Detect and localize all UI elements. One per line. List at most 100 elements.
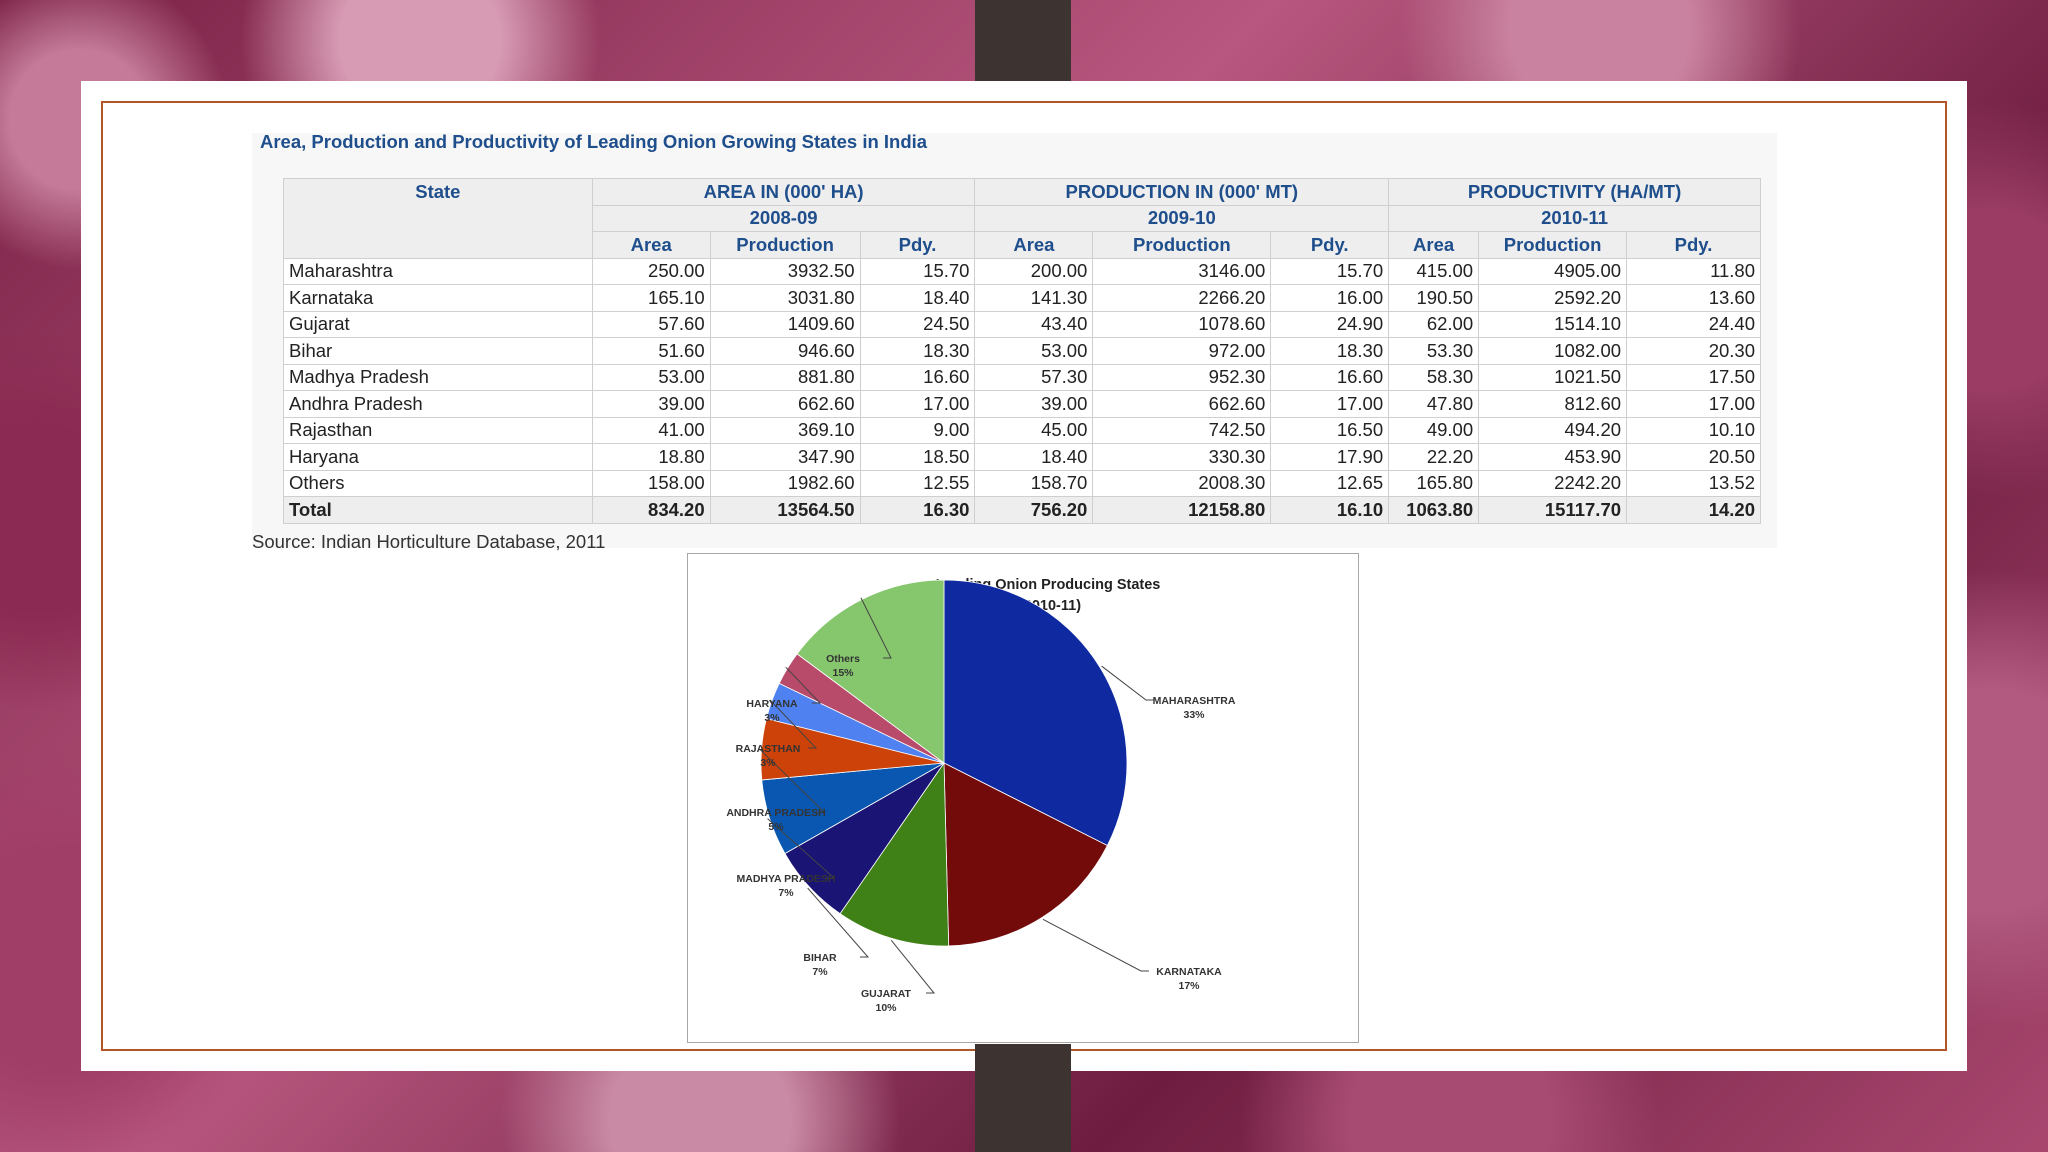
cell-state: Others (283, 469, 593, 497)
cell-value: 18.30 (1270, 337, 1390, 365)
cell-value: 1514.10 (1478, 310, 1628, 338)
table-row: Rajasthan 41.00 369.10 9.00 45.00 742.50 16.50… (283, 416, 1761, 444)
pie-chart: Leading Onion Producing States ( 2010-11… (687, 553, 1359, 1043)
cell-value: 16.60 (859, 363, 976, 391)
cell-value: 158.00 (591, 469, 711, 497)
cell-value: 16.10 (1270, 496, 1390, 524)
cell-value: 494.20 (1478, 416, 1628, 444)
pie-slice-gujarat (839, 761, 950, 947)
cell-value: 1063.80 (1388, 496, 1480, 524)
leader-line (1042, 918, 1149, 972)
cell-value: 4905.00 (1478, 257, 1628, 285)
cell-value: 190.50 (1388, 284, 1480, 312)
cell-value: 3031.80 (709, 284, 861, 312)
pie-slice-maharashtra (943, 579, 1128, 847)
cell-value: 834.20 (591, 496, 711, 524)
table-row: Bihar 51.60 946.60 18.30 53.00 972.00 18.30 53.… (283, 337, 1761, 365)
cell-value: 49.00 (1388, 416, 1480, 444)
slice-label: MADHYA PRADESH (737, 873, 836, 885)
slice-label: HARYANA (746, 698, 798, 710)
cell-value: 14.20 (1626, 496, 1761, 524)
pie-slice-karnataka (943, 762, 1108, 947)
leader-line (890, 940, 936, 994)
cell-value: 453.90 (1478, 443, 1628, 471)
cell-value: 881.80 (709, 363, 861, 391)
slice-percent: 15% (832, 667, 854, 679)
cell-value: 2266.20 (1092, 284, 1272, 312)
header-sub-production: Production (709, 231, 861, 259)
cell-value: 20.50 (1626, 443, 1761, 471)
cell-value: 11.80 (1626, 257, 1761, 285)
table-body: Maharashtra 250.00 3932.50 15.70 200.00 3146.… (283, 257, 1761, 524)
cell-value: 18.40 (859, 284, 976, 312)
cell-value: 45.00 (974, 416, 1094, 444)
table-row: Others 158.00 1982.60 12.55 158.70 2008.30 12.… (283, 469, 1761, 497)
cell-value: 62.00 (1388, 310, 1480, 338)
leader-line (759, 748, 826, 813)
slice-percent: 33% (1183, 709, 1205, 721)
header-sub-production: Production (1478, 231, 1628, 259)
table-title: Area, Production and Productivity of Lea… (260, 131, 928, 152)
cell-value: 1078.60 (1092, 310, 1272, 338)
cell-value: 17.00 (1270, 390, 1390, 418)
slice-label: MAHARASHTRA (1153, 695, 1236, 707)
slice-percent: 3% (764, 712, 780, 724)
cell-value: 53.00 (591, 363, 711, 391)
cell-value: 43.40 (974, 310, 1094, 338)
leader-line (1101, 665, 1154, 701)
header-year: 2010-11 (1388, 204, 1761, 232)
header-group-production: PRODUCTION IN (000' MT) (974, 178, 1390, 206)
cell-value: 13.60 (1626, 284, 1761, 312)
pie-chart-svg: Leading Onion Producing States ( 2010-11… (726, 577, 1236, 1014)
cell-value: 53.00 (974, 337, 1094, 365)
header-sub-production: Production (1092, 231, 1272, 259)
cell-value: 3146.00 (1092, 257, 1272, 285)
cell-value: 13564.50 (709, 496, 861, 524)
cell-value: 24.50 (859, 310, 976, 338)
header-year: 2008-09 (591, 204, 976, 232)
header-sub-pdy: Pdy. (1270, 231, 1390, 259)
cell-value: 17.50 (1626, 363, 1761, 391)
cell-value: 47.80 (1388, 390, 1480, 418)
cell-value: 12.55 (859, 469, 976, 497)
cell-value: 165.10 (591, 284, 711, 312)
cell-value: 18.40 (974, 443, 1094, 471)
cell-value: 972.00 (1092, 337, 1272, 365)
cell-state: Madhya Pradesh (283, 363, 593, 391)
slice-label: RAJASTHAN (736, 743, 801, 755)
table-row: Gujarat 57.60 1409.60 24.50 43.40 1078.60 24.9… (283, 310, 1761, 338)
cell-value: 57.60 (591, 310, 711, 338)
header-sub-area: Area (1388, 231, 1480, 259)
cell-value: 22.20 (1388, 443, 1480, 471)
cell-value: 16.50 (1270, 416, 1390, 444)
cell-value: 2242.20 (1478, 469, 1628, 497)
slice-label: Others (826, 653, 860, 665)
cell-value: 39.00 (591, 390, 711, 418)
cell-value: 18.50 (859, 443, 976, 471)
cell-state: Karnataka (283, 284, 593, 312)
cell-value: 250.00 (591, 257, 711, 285)
cell-state: Haryana (283, 443, 593, 471)
header-group-area: AREA IN (000' HA) (591, 178, 976, 206)
cell-value: 165.80 (1388, 469, 1480, 497)
cell-value: 18.80 (591, 443, 711, 471)
cell-value: 57.30 (974, 363, 1094, 391)
cell-state: Maharashtra (283, 257, 593, 285)
cell-state: Gujarat (283, 310, 593, 338)
cell-value: 369.10 (709, 416, 861, 444)
cell-value: 2592.20 (1478, 284, 1628, 312)
header-year: 2009-10 (974, 204, 1390, 232)
header-sub-area: Area (974, 231, 1094, 259)
cell-value: 415.00 (1388, 257, 1480, 285)
slice-label: KARNATAKA (1156, 966, 1222, 978)
cell-value: 39.00 (974, 390, 1094, 418)
cell-value: 158.70 (974, 469, 1094, 497)
cell-value: 15117.70 (1478, 496, 1628, 524)
cell-value: 3932.50 (709, 257, 861, 285)
cell-value: 24.90 (1270, 310, 1390, 338)
source-note: Source: Indian Horticulture Database, 20… (252, 531, 606, 552)
slice-percent: 7% (778, 887, 794, 899)
slice-label: ANDHRA PRADESH (726, 807, 825, 819)
cell-value: 200.00 (974, 257, 1094, 285)
cell-value: 17.00 (1626, 390, 1761, 418)
